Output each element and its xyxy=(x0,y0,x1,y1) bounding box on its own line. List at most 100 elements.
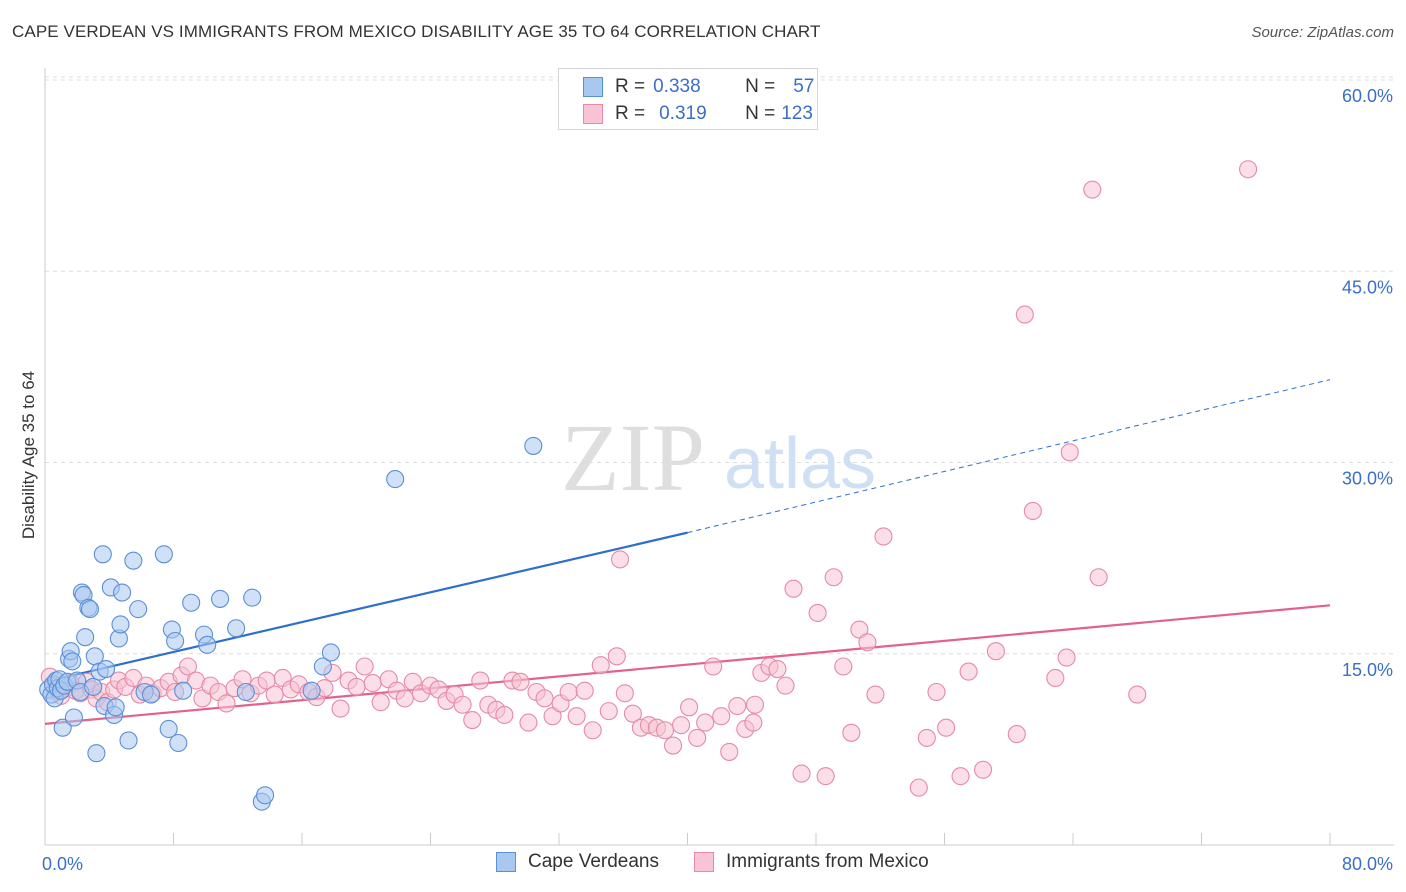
legend-label: Cape Verdeans xyxy=(528,851,659,872)
point-immigrant-mexico xyxy=(511,672,530,691)
point-cape-verdean xyxy=(106,698,125,717)
watermark-zip: ZIP xyxy=(561,404,705,511)
point-immigrant-mexico xyxy=(178,657,198,676)
y-tick-label: 15.0% xyxy=(1342,660,1393,680)
point-cape-verdean xyxy=(93,545,112,564)
point-immigrant-mexico xyxy=(728,696,747,716)
point-immigrant-mexico xyxy=(471,671,490,690)
point-immigrant-mexico xyxy=(193,689,212,708)
point-immigrant-mexico xyxy=(951,767,970,786)
point-immigrant-mexico xyxy=(858,633,877,652)
point-immigrant-mexico xyxy=(1089,568,1108,587)
point-cape-verdean xyxy=(111,615,130,634)
point-immigrant-mexico xyxy=(1239,160,1258,179)
point-immigrant-mexico xyxy=(672,716,691,735)
point-immigrant-mexico xyxy=(792,764,811,783)
correlation-legend: R = 0.338 N = 57 R = 0.319 N = 123 xyxy=(558,68,818,130)
legend-n-value: 57 xyxy=(793,76,815,97)
point-immigrant-mexico xyxy=(927,682,946,702)
point-immigrant-mexico xyxy=(663,736,683,755)
point-cape-verdean xyxy=(321,643,340,662)
point-immigrant-mexico xyxy=(347,677,366,696)
point-cape-verdean xyxy=(119,731,138,750)
point-immigrant-mexico xyxy=(704,657,723,676)
point-immigrant-mexico xyxy=(607,647,626,666)
point-cape-verdean xyxy=(166,631,185,651)
point-cape-verdean xyxy=(129,600,148,619)
point-cape-verdean xyxy=(63,652,82,671)
point-cape-verdean xyxy=(302,681,321,700)
point-immigrant-mexico xyxy=(745,695,765,714)
point-immigrant-mexico xyxy=(937,718,956,737)
y-axis-label: Disability Age 35 to 64 xyxy=(19,371,38,539)
point-immigrant-mexico xyxy=(463,710,482,730)
point-cape-verdean xyxy=(182,593,201,612)
point-immigrant-mexico xyxy=(543,707,562,726)
series-legend: Cape Verdeans Immigrants from Mexico xyxy=(0,851,1406,879)
point-immigrant-mexico xyxy=(567,707,586,726)
point-immigrant-mexico xyxy=(1007,725,1026,744)
point-immigrant-mexico xyxy=(909,778,928,797)
point-cape-verdean xyxy=(80,600,100,619)
point-immigrant-mexico xyxy=(720,742,739,761)
source-label: Source: ZipAtlas.com xyxy=(1251,24,1394,41)
point-cape-verdean xyxy=(124,551,143,570)
point-cape-verdean xyxy=(174,681,193,700)
point-immigrant-mexico xyxy=(973,760,993,779)
point-immigrant-mexico xyxy=(655,721,675,740)
y-tick-label: 60.0% xyxy=(1342,86,1393,106)
point-cape-verdean xyxy=(141,685,161,704)
point-immigrant-mexico xyxy=(688,728,707,747)
legend-r-value: 0.319 xyxy=(659,103,707,124)
point-cape-verdean xyxy=(154,545,173,564)
point-immigrant-mexico xyxy=(874,527,893,546)
point-immigrant-mexico xyxy=(453,695,472,714)
point-cape-verdean xyxy=(53,718,72,737)
point-immigrant-mexico xyxy=(850,620,869,639)
legend-n-label: N = xyxy=(745,76,776,97)
legend-swatch-blue xyxy=(583,77,603,97)
point-immigrant-mexico xyxy=(265,685,284,704)
point-immigrant-mexico xyxy=(363,674,382,693)
point-immigrant-mexico xyxy=(559,682,578,702)
point-immigrant-mexico xyxy=(784,579,803,598)
point-cape-verdean xyxy=(313,657,332,676)
watermark-atlas: atlas xyxy=(724,424,876,504)
point-cape-verdean xyxy=(386,470,405,489)
point-immigrant-mexico xyxy=(816,767,835,786)
point-cape-verdean xyxy=(243,588,262,607)
point-immigrant-mexico xyxy=(768,659,787,679)
legend-row-immigrants-mexico: R = 0.319 N = 123 xyxy=(583,102,813,126)
point-cape-verdean xyxy=(198,635,217,654)
point-cape-verdean xyxy=(113,583,132,602)
y-tick-label: 45.0% xyxy=(1342,277,1393,297)
chart-title: CAPE VERDEAN VS IMMIGRANTS FROM MEXICO D… xyxy=(12,22,821,41)
point-cape-verdean xyxy=(64,708,83,727)
trend-line-cape-verdeans xyxy=(44,531,688,683)
point-immigrant-mexico xyxy=(615,684,634,703)
point-cape-verdean xyxy=(236,682,255,702)
legend-item-cape-verdeans: Cape Verdeans xyxy=(496,851,659,873)
legend-r-value: 0.338 xyxy=(653,76,701,97)
point-cape-verdean xyxy=(96,659,116,679)
point-immigrant-mexico xyxy=(331,699,350,718)
trend-lines xyxy=(44,379,1331,725)
point-immigrant-mexico xyxy=(1083,180,1102,199)
point-cape-verdean xyxy=(227,619,246,638)
point-immigrant-mexico xyxy=(712,707,731,726)
legend-r-label: R = xyxy=(615,76,646,97)
data-points xyxy=(39,160,1258,811)
grid-lines xyxy=(45,76,1394,655)
point-immigrant-mexico xyxy=(623,704,642,723)
y-tick-label: 30.0% xyxy=(1342,469,1393,489)
point-immigrant-mexico xyxy=(1128,685,1147,704)
point-immigrant-mexico xyxy=(591,656,610,675)
point-immigrant-mexico xyxy=(744,713,763,732)
trend-line-immigrants-mexico xyxy=(44,604,1331,725)
point-cape-verdean xyxy=(524,436,543,455)
legend-label: Immigrants from Mexico xyxy=(726,851,929,872)
point-immigrant-mexico xyxy=(808,603,827,623)
legend-row-cape-verdeans: R = 0.338 N = 57 xyxy=(583,75,814,99)
point-immigrant-mexico xyxy=(866,685,885,704)
